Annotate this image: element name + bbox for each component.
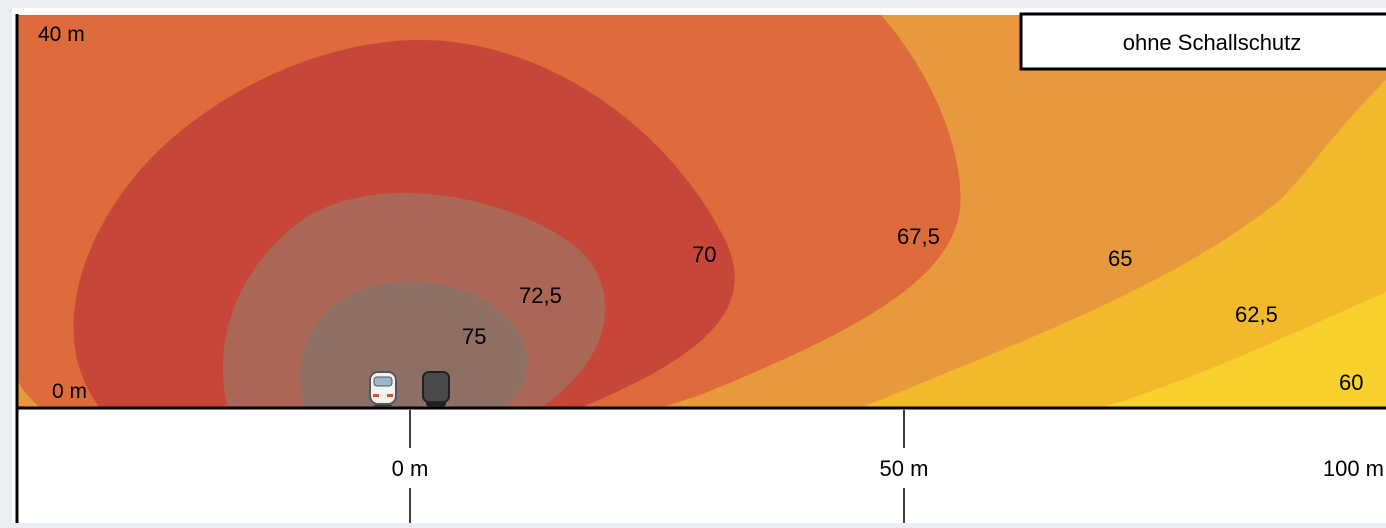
contour-label-67-5: 67,5 <box>897 224 940 249</box>
contour-label-60: 60 <box>1339 370 1363 395</box>
contour-label-62-5: 62,5 <box>1235 302 1278 327</box>
passenger-train-icon <box>369 371 397 407</box>
chart-title: ohne Schallschutz <box>1123 30 1302 55</box>
title-box: ohne Schallschutz <box>1019 12 1386 71</box>
contour-label-75: 75 <box>462 324 486 349</box>
x-tick-label-100: 100 m <box>1323 456 1384 481</box>
x-axis: 0 m 50 m 100 m <box>392 410 1384 523</box>
contour-label-72-5: 72,5 <box>519 283 562 308</box>
freight-train-icon <box>422 371 450 407</box>
band-60 <box>1100 292 1386 408</box>
x-tick-label-50: 50 m <box>880 456 929 481</box>
y-tick-label-0: 0 m <box>52 380 87 403</box>
contour-label-65: 65 <box>1108 246 1132 271</box>
band-75 <box>300 281 528 408</box>
x-tick-label-0: 0 m <box>392 456 429 481</box>
contour-bands <box>18 14 1386 408</box>
y-tick-label-40: 40 m <box>38 23 85 46</box>
contour-label-70: 70 <box>692 242 716 267</box>
